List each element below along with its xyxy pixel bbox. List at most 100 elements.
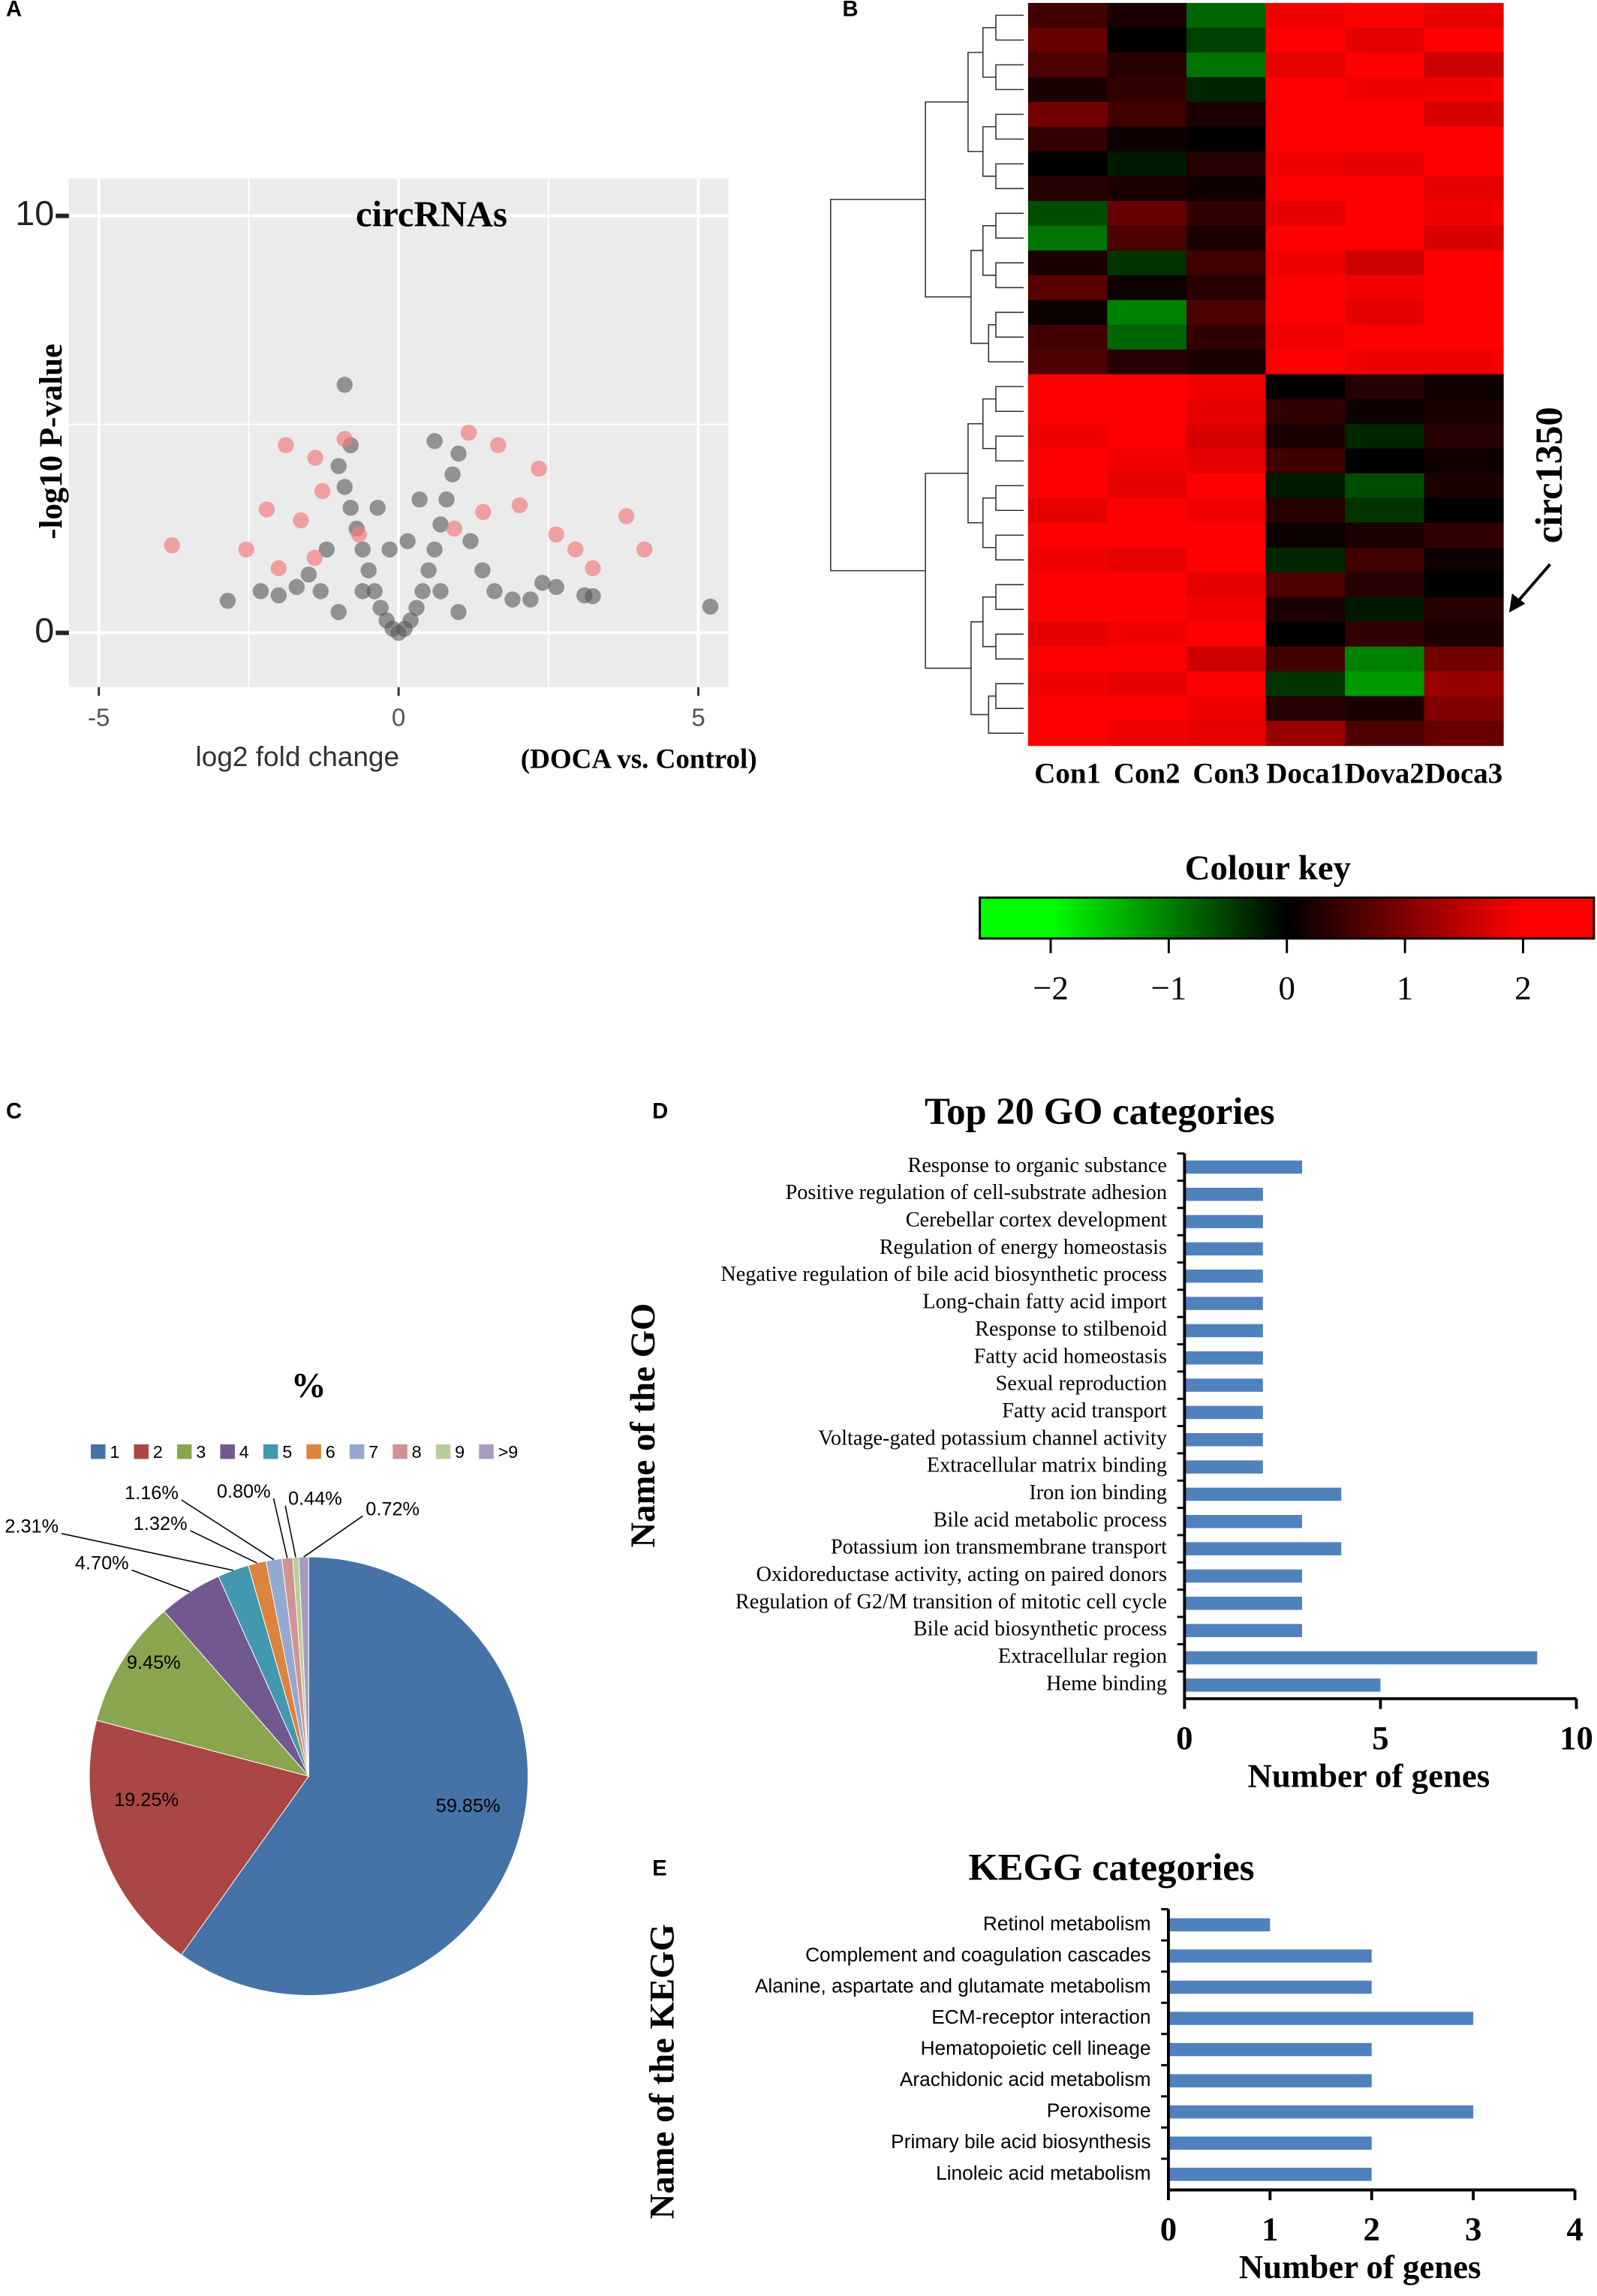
heatmap-cell (1107, 200, 1187, 227)
y-axis-label: Name of the GO (624, 1303, 663, 1548)
heatmap-cell (1265, 275, 1346, 301)
y-tick-label: Bile acid metabolic process (934, 1508, 1167, 1531)
dendrogram-branch (970, 621, 989, 716)
chart-title: Top 20 GO categories (925, 1090, 1275, 1132)
heatmap-cell (1027, 275, 1108, 301)
heatmap-cell (1186, 497, 1267, 524)
legend-swatch (220, 1444, 235, 1459)
legend-label: 1 (110, 1442, 119, 1462)
bar (1184, 1542, 1342, 1555)
heatmap-cell (1424, 572, 1504, 598)
heatmap-cell (1107, 696, 1187, 722)
point (330, 458, 347, 474)
bar (1184, 1433, 1263, 1447)
heatmap-cell (1424, 398, 1504, 425)
heatmap-cell (1186, 275, 1267, 301)
heatmap-cell (1107, 423, 1187, 449)
bar (1184, 1351, 1263, 1365)
point (534, 575, 551, 591)
heatmap-cell (1424, 646, 1504, 672)
bar (1184, 1297, 1263, 1310)
legend-label: 2 (153, 1442, 163, 1462)
heatmap-cell (1424, 621, 1504, 648)
point (504, 591, 521, 608)
heatmap-cell (1027, 101, 1108, 128)
heatmap-cell (1265, 101, 1346, 128)
bar (1168, 2042, 1372, 2057)
heatmap-cell (1186, 27, 1267, 53)
legend-label: 9 (455, 1442, 465, 1462)
heatmap-cell (1186, 324, 1267, 350)
dendrogram-branch (995, 435, 1024, 462)
colour-key-tick-label: 0 (1279, 969, 1295, 1006)
leader-line (190, 1530, 257, 1564)
dendrogram-branch (995, 64, 1024, 91)
point (548, 579, 564, 596)
heatmap-cell (1265, 423, 1346, 449)
y-tick-label: Oxidoreductase activity, acting on paire… (756, 1563, 1167, 1586)
heatmap-cell (1027, 473, 1108, 499)
heatmap-cell (1424, 101, 1504, 128)
point (618, 508, 635, 524)
value-label: 19.25% (114, 1790, 179, 1811)
column-label: Doca1 (1266, 758, 1344, 790)
legend-swatch (479, 1444, 494, 1459)
heatmap-cell (1265, 720, 1346, 747)
heatmap-cell (1345, 720, 1425, 747)
heatmap-cell (1424, 597, 1504, 623)
point (702, 598, 719, 615)
heatmap-cell (1027, 225, 1108, 251)
legend-label: >9 (498, 1442, 519, 1462)
heatmap-cell (1186, 225, 1267, 251)
heatmap-cell (1345, 597, 1425, 623)
dendrogram-branch (982, 398, 996, 449)
column-label: Con2 (1114, 758, 1180, 790)
heatmap-cell (1107, 275, 1187, 301)
legend-swatch (176, 1444, 192, 1459)
y-axis-label: Name of the KEGG (642, 1924, 681, 2219)
heatmap-cell (1265, 696, 1346, 722)
pie-slice (89, 1720, 310, 1955)
heatmap-cell (1027, 671, 1108, 697)
heatmap-cell (1186, 522, 1267, 548)
chart-title: KEGG categories (968, 1847, 1254, 1889)
value-label: 2.31% (5, 1516, 59, 1537)
point (238, 541, 254, 558)
heatmap-cell (1186, 696, 1267, 722)
dendrogram-branch (995, 534, 1024, 560)
point (548, 526, 564, 543)
point (585, 560, 601, 577)
point (420, 562, 437, 579)
heatmap-cell (1027, 349, 1108, 375)
y-tick-label: Hematopoietic cell lineage (921, 2037, 1151, 2060)
x-axis-note: (DOCA vs. Control) (521, 744, 757, 775)
heatmap-cell (1424, 299, 1504, 326)
heatmap-cell (1107, 250, 1187, 276)
heatmap-cell (1424, 324, 1504, 350)
bar (1184, 1597, 1303, 1610)
point (293, 512, 309, 529)
y-tick-label: Potassium ion transmembrane transport (831, 1536, 1167, 1559)
bar (1184, 1460, 1263, 1474)
y-tick-label: Cerebellar cortex development (906, 1209, 1167, 1232)
heatmap-cell (1107, 497, 1187, 524)
x-tick-label: 3 (1465, 2210, 1481, 2247)
heatmap-cell (1027, 27, 1108, 53)
y-tick-label: Extracellular region (998, 1645, 1167, 1668)
y-tick-label: Complement and coagulation cascades (805, 1943, 1150, 1966)
y-tick-label: Long-chain fatty acid import (922, 1291, 1167, 1314)
heatmap-cell (1186, 398, 1267, 425)
heatmap-cell (1186, 374, 1267, 400)
heatmap-cell (1027, 522, 1108, 548)
point (438, 491, 455, 508)
point (258, 501, 275, 518)
heatmap-cell (1345, 52, 1425, 78)
heatmap-cell (1027, 151, 1108, 177)
bar (1184, 1242, 1263, 1256)
column-label: Con3 (1192, 758, 1259, 790)
heatmap-cell (1424, 126, 1504, 152)
legend-swatch (91, 1444, 106, 1459)
value-label: 4.70% (75, 1552, 129, 1573)
y-tick-label: Iron ion binding (1029, 1481, 1167, 1504)
heatmap-cell (1107, 101, 1187, 128)
